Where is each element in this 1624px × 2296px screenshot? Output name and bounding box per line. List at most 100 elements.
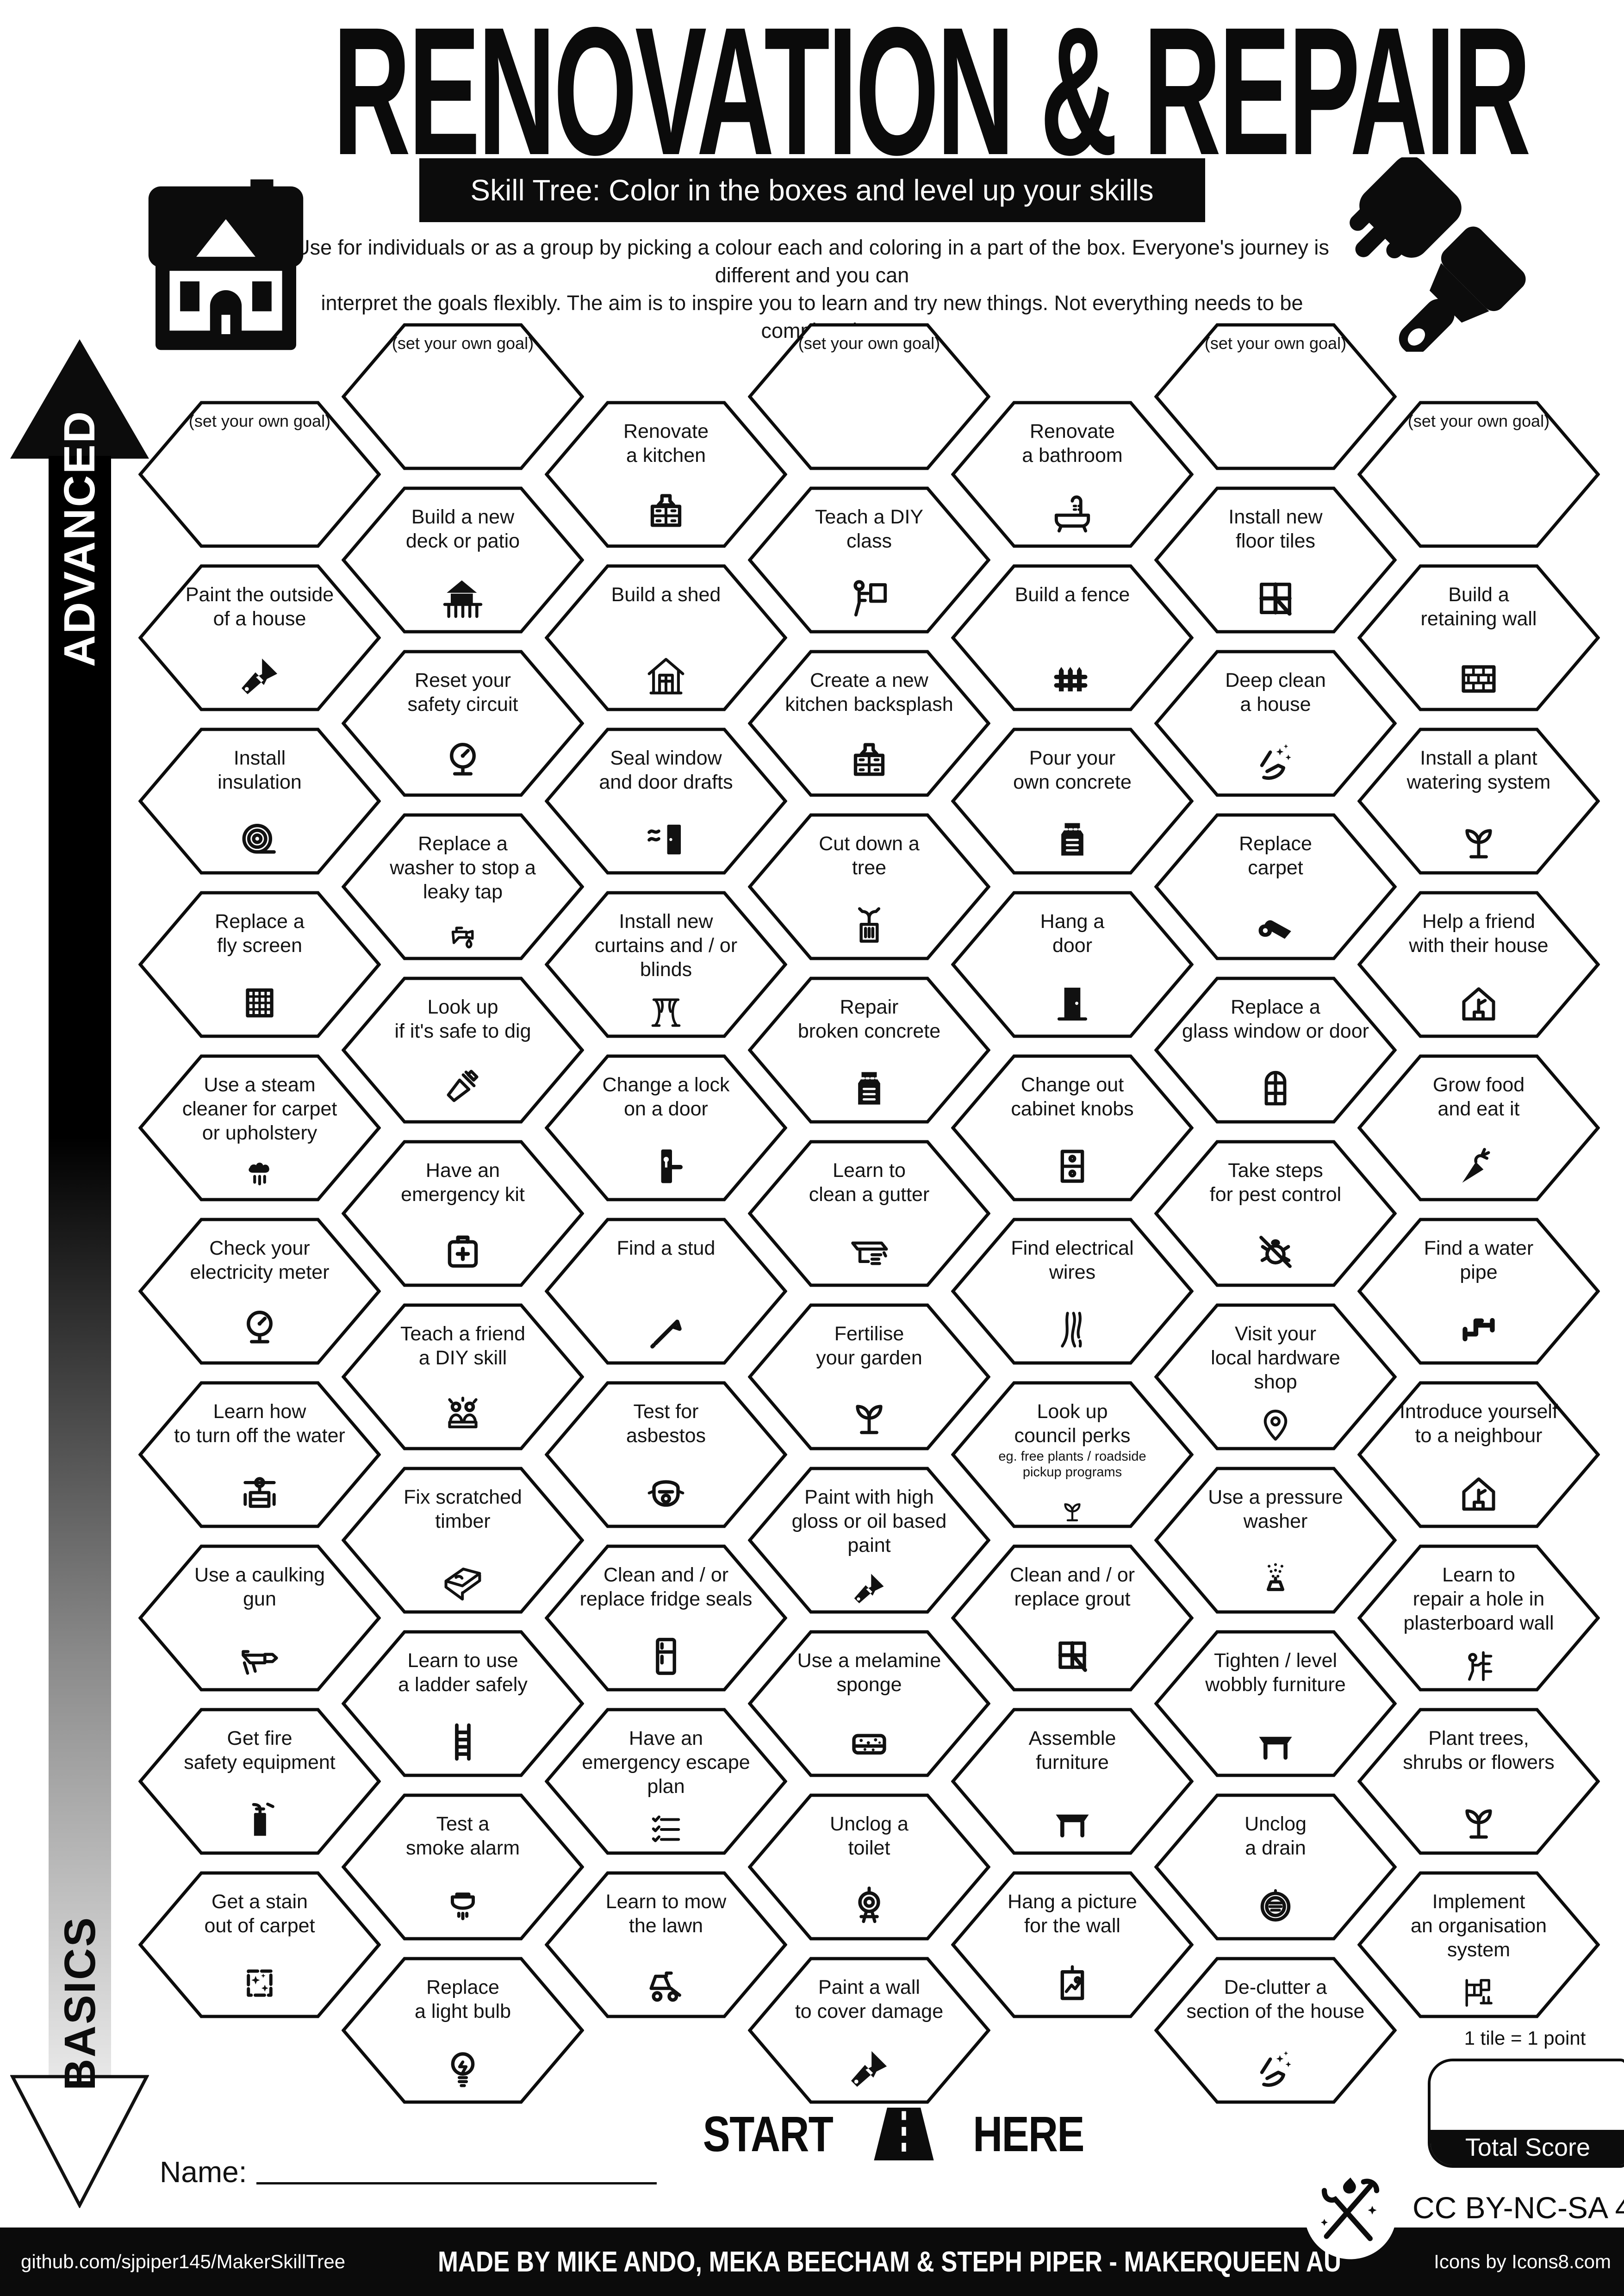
tile-label: Install insulation [151,746,368,794]
skill-tile[interactable]: Paint the outside of a house [138,564,381,711]
plant-icon [1357,815,1600,864]
skill-tile[interactable]: Create a new kitchen backsplash [748,650,990,797]
skill-tile[interactable]: Build a fence [951,564,1194,711]
skill-tile[interactable]: Learn to mow the lawn [545,1871,787,2018]
skill-tile[interactable]: Install new floor tiles [1154,486,1397,634]
skill-tile[interactable]: Learn how to turn off the water [138,1381,381,1528]
fridge-icon [545,1632,787,1680]
skill-tile[interactable]: Learn to clean a gutter [748,1140,990,1287]
skill-tile[interactable]: Find a water pipe [1357,1218,1600,1365]
skill-tile[interactable]: Visit your local hardware shop [1154,1303,1397,1450]
skill-tile[interactable]: Deep clean a house [1154,650,1397,797]
tile-label-line: Change out [1020,1074,1124,1096]
skill-tile[interactable]: Assemble furniture [951,1708,1194,1855]
skill-tile[interactable]: (set your own goal) [342,323,584,470]
tile-label: Use a melamine sponge [761,1649,977,1697]
skill-tile[interactable]: Hang a picture for the wall [951,1871,1194,2018]
tile-label-line: local hardware [1211,1347,1340,1369]
skill-tile[interactable]: Cut down a tree [748,813,990,960]
skill-tile[interactable]: Install a plant watering system [1357,728,1600,875]
skill-tile[interactable]: Grow food and eat it [1357,1054,1600,1201]
skill-tile[interactable]: Find a stud [545,1218,787,1365]
skill-tile[interactable]: Hang a door [951,891,1194,1038]
hexagon-outline [545,1054,787,1201]
skill-tile[interactable]: Learn to use a ladder safely [342,1630,584,1777]
tile-label-line: kitchen backsplash [785,693,953,716]
skill-tile[interactable]: Paint a wall to cover damage [748,1957,990,2104]
skill-tile[interactable]: Use a steam cleaner for carpet or upholste… [138,1054,381,1201]
skill-tile[interactable]: Get fire safety equipment [138,1708,381,1855]
tile-label: Paint the outside of a house [151,583,368,631]
skill-tile[interactable]: Replace a glass window or door [1154,977,1397,1124]
tile-label-line: plan [647,1775,685,1798]
name-input-line[interactable] [256,2182,657,2184]
skill-tile[interactable]: Unclog a toilet [748,1793,990,1941]
skill-tile[interactable]: Install new curtains and / or blinds [545,891,787,1038]
skill-tile[interactable]: Pour your own concrete [951,728,1194,875]
tile-label: (set your own goal) [355,331,571,355]
tile-label-line: replace grout [1014,1588,1131,1610]
tile-label: Build a shed [558,583,774,607]
skill-tile[interactable]: Tighten / level wobbly furniture [1154,1630,1397,1777]
skill-tile[interactable]: Replace a washer to stop a leaky tap [342,813,584,960]
skill-tile[interactable]: Teach a DIY class [748,486,990,634]
safety-gauge-icon [342,738,584,786]
skill-tile[interactable]: De-clutter a section of the house [1154,1957,1397,2104]
skill-tile[interactable]: Use a melamine sponge [748,1630,990,1777]
tile-label-line: Use a caulking [194,1564,325,1586]
skill-tile[interactable]: Plant trees, shrubs or flowers [1357,1708,1600,1855]
skill-tile[interactable]: Repair broken concrete [748,977,990,1124]
skill-tile[interactable]: Teach a friend a DIY skill [342,1303,584,1450]
skill-tile[interactable]: Paint with high gloss or oil based paint [748,1467,990,1614]
skill-tile[interactable]: Take steps for pest control [1154,1140,1397,1287]
score-entry-area[interactable] [1431,2061,1624,2130]
skill-tile[interactable]: Fertilise your garden [748,1303,990,1450]
skill-tile[interactable]: Install insulation [138,728,381,875]
skill-tile[interactable]: Seal window and door drafts [545,728,787,875]
skill-tile[interactable]: (set your own goal) [138,401,381,548]
skill-tile[interactable]: Find electrical wires [951,1218,1194,1365]
skill-tile[interactable]: (set your own goal) [1357,401,1600,548]
skill-tile[interactable]: Renovate a kitchen [545,401,787,548]
skill-tile[interactable]: Test a smoke alarm [342,1793,584,1941]
skill-tile[interactable]: Build a shed [545,564,787,711]
skill-tile[interactable]: Build a new deck or patio [342,486,584,634]
skill-tile[interactable]: Help a friend with their house [1357,891,1600,1038]
hexagon-outline [951,401,1194,548]
skill-tile[interactable]: Test for asbestos [545,1381,787,1528]
skill-tile[interactable]: Get a stain out of carpet [138,1871,381,2018]
skill-tile[interactable]: Unclog a drain [1154,1793,1397,1941]
skill-tile[interactable]: Renovate a bathroom [951,401,1194,548]
skill-tile[interactable]: Fix scratched timber [342,1467,584,1614]
skill-tile[interactable]: Use a caulking gun [138,1544,381,1692]
skill-tile[interactable]: (set your own goal) [748,323,990,470]
skill-tile[interactable]: Implement an organisation system [1357,1871,1600,2018]
skill-tile[interactable]: Check your electricity meter [138,1218,381,1365]
tile-label-line: Have an [628,1727,703,1749]
skill-tile[interactable]: Change a lock on a door [545,1054,787,1201]
tile-label-line: Reset your [415,669,511,691]
skill-tile[interactable]: Have an emergency escape plan [545,1708,787,1855]
hexagon-outline [342,1957,584,2104]
skill-tile[interactable]: Change out cabinet knobs [951,1054,1194,1201]
tile-label: Get fire safety equipment [151,1726,368,1774]
hexagon-outline [342,813,584,960]
skill-tile[interactable]: Look up if it's safe to dig [342,977,584,1124]
skill-tile[interactable]: Learn to repair a hole in plasterboard wal… [1357,1544,1600,1692]
skill-tile[interactable]: Clean and / or replace fridge seals [545,1544,787,1692]
skill-tile[interactable]: Use a pressure washer [1154,1467,1397,1614]
sponge-icon [748,1718,990,1766]
skill-tile[interactable]: Replace a fly screen [138,891,381,1038]
skill-tile[interactable]: Have an emergency kit [342,1140,584,1287]
skill-tile[interactable]: Look up council perks eg. free plants / r… [951,1381,1194,1528]
light-bulb-icon [342,2045,584,2093]
skill-tile[interactable]: Reset your safety circuit [342,650,584,797]
skill-tile[interactable]: Introduce yourself to a neighbour [1357,1381,1600,1528]
skill-tile[interactable]: Replace a light bulb [342,1957,584,2104]
skill-tile[interactable]: Build a retaining wall [1357,564,1600,711]
skill-tile[interactable]: (set your own goal) [1154,323,1397,470]
tile-label: Deep clean a house [1167,668,1384,716]
skill-tile[interactable]: Replace carpet [1154,813,1397,960]
tile-label: Teach a DIY class [761,505,977,553]
skill-tile[interactable]: Clean and / or replace grout [951,1544,1194,1692]
